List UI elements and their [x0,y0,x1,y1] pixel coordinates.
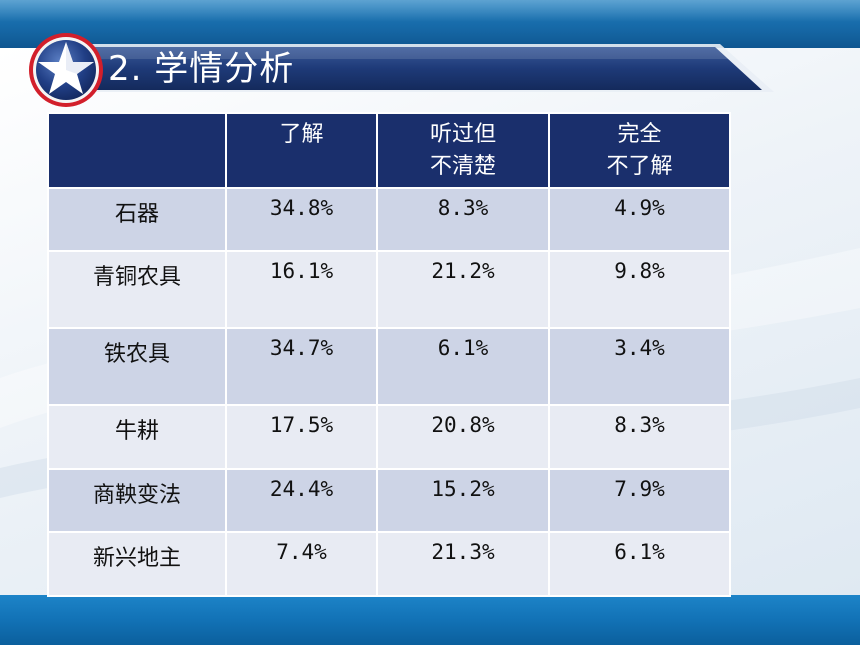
header-cell-corner [47,112,227,189]
header-label-line1: 听过但 [429,122,496,147]
page-title: 2. 学情分析 [108,49,295,89]
cell-unknown: 8.3% [548,404,731,470]
top-band [0,0,860,48]
cell-unknown: 7.9% [548,468,731,533]
bottom-band [0,595,860,645]
cell-heard-unclear: 6.1% [376,327,550,406]
table-row: 铁农具 34.7% 6.1% 3.4% [47,327,731,406]
cell-unknown: 4.9% [548,187,731,252]
cell-heard-unclear: 20.8% [376,404,550,470]
table-row: 石器 34.8% 8.3% 4.9% [47,187,731,252]
cell-understand: 24.4% [225,468,378,533]
row-label: 商鞅变法 [47,468,227,533]
cell-understand: 16.1% [225,250,378,329]
header-label-line2: 不了解 [606,154,673,179]
survey-table: 了解 听过但 不清楚 完全 不了解 石器 34.8% 8.3% 4.9% 青铜农… [47,112,731,597]
cell-heard-unclear: 15.2% [376,468,550,533]
cell-understand: 17.5% [225,404,378,470]
cell-unknown: 9.8% [548,250,731,329]
header-label-line1: 完全 [617,122,662,147]
cell-heard-unclear: 21.2% [376,250,550,329]
header-cell-unknown: 完全 不了解 [548,112,731,189]
row-label: 新兴地主 [47,531,227,597]
title-banner [68,44,774,92]
row-label: 石器 [47,187,227,252]
row-label: 铁农具 [47,327,227,406]
table-row: 青铜农具 16.1% 21.2% 9.8% [47,250,731,329]
table-header-row: 了解 听过但 不清楚 完全 不了解 [47,112,731,189]
header-label-line2: 不清楚 [429,154,496,179]
cell-heard-unclear: 8.3% [376,187,550,252]
cell-understand: 34.7% [225,327,378,406]
cell-unknown: 3.4% [548,327,731,406]
cell-heard-unclear: 21.3% [376,531,550,597]
top-band-gloss [0,0,860,22]
cell-understand: 7.4% [225,531,378,597]
header-cell-heard-unclear: 听过但 不清楚 [376,112,550,189]
table-row: 新兴地主 7.4% 21.3% 6.1% [47,531,731,597]
header-label: 了解 [279,122,324,147]
star-icon [29,33,103,107]
row-label: 牛耕 [47,404,227,470]
cell-understand: 34.8% [225,187,378,252]
header-cell-understand: 了解 [225,112,378,189]
row-label: 青铜农具 [47,250,227,329]
table-row: 牛耕 17.5% 20.8% 8.3% [47,404,731,470]
table-row: 商鞅变法 24.4% 15.2% 7.9% [47,468,731,533]
cell-unknown: 6.1% [548,531,731,597]
